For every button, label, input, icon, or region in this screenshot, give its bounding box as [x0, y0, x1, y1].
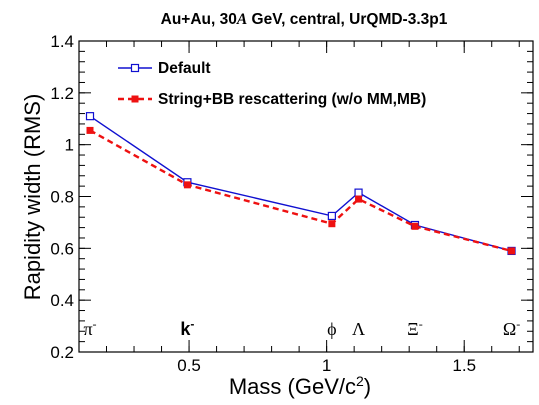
data-point-rescattering — [183, 181, 191, 189]
data-point-rescattering — [411, 222, 419, 230]
series-line-1 — [89, 115, 512, 252]
particle-label: k- — [180, 317, 194, 339]
legend-label-2: String+BB rescattering (w/o MM,MB) — [158, 91, 426, 108]
legend-label-1: Default — [158, 60, 211, 77]
x-axis-label: Mass (GeV/c2) — [229, 373, 371, 399]
particle-label: π- — [83, 317, 96, 339]
data-point-default — [354, 188, 363, 197]
legend: Default String+BB rescattering (w/o MM,MB… — [118, 60, 426, 108]
y-tick-label: 0.8 — [50, 188, 74, 207]
particle-label: Λ — [352, 319, 365, 339]
particle-label: ϕ — [327, 319, 336, 339]
data-point-default — [327, 211, 336, 221]
data-point-rescattering — [355, 195, 363, 203]
particle-labels: π-k-ϕ Λ Ξ- Ω- — [83, 317, 520, 339]
chart-title: Au+Au, 30A GeV, central, UrQMD-3.3p1 — [161, 11, 448, 28]
y-tick-label: 0.6 — [50, 239, 74, 258]
data-point-rescattering — [508, 247, 516, 255]
legend-marker-default — [130, 63, 140, 73]
series-group — [85, 112, 516, 256]
legend-marker-rescattering — [131, 95, 139, 103]
plot-frame — [78, 40, 534, 353]
data-point-default — [85, 112, 95, 121]
x-tick-label: 1.5 — [452, 356, 476, 375]
series-line-2 — [89, 129, 512, 253]
particle-label: Ω- — [503, 317, 520, 339]
particle-label: Ξ- — [407, 317, 423, 339]
x-tick-label: 1 — [322, 356, 331, 375]
y-tick-label: 0.2 — [50, 343, 74, 362]
y-tick-label: 1.2 — [50, 84, 74, 103]
y-tick-label: 1 — [65, 136, 74, 155]
y-tick-label: 1.4 — [50, 32, 74, 51]
plot-axes: 0.2 0.4 0.6 0.8 1 1.2 1.4 0.5 1 1.5 — [50, 32, 534, 375]
data-point-rescattering — [328, 220, 336, 228]
data-point-rescattering — [86, 126, 94, 134]
y-tick-label: 0.4 — [50, 291, 74, 310]
y-axis-label: Rapidity width (RMS) — [20, 94, 45, 301]
x-tick-label: 0.5 — [177, 356, 201, 375]
